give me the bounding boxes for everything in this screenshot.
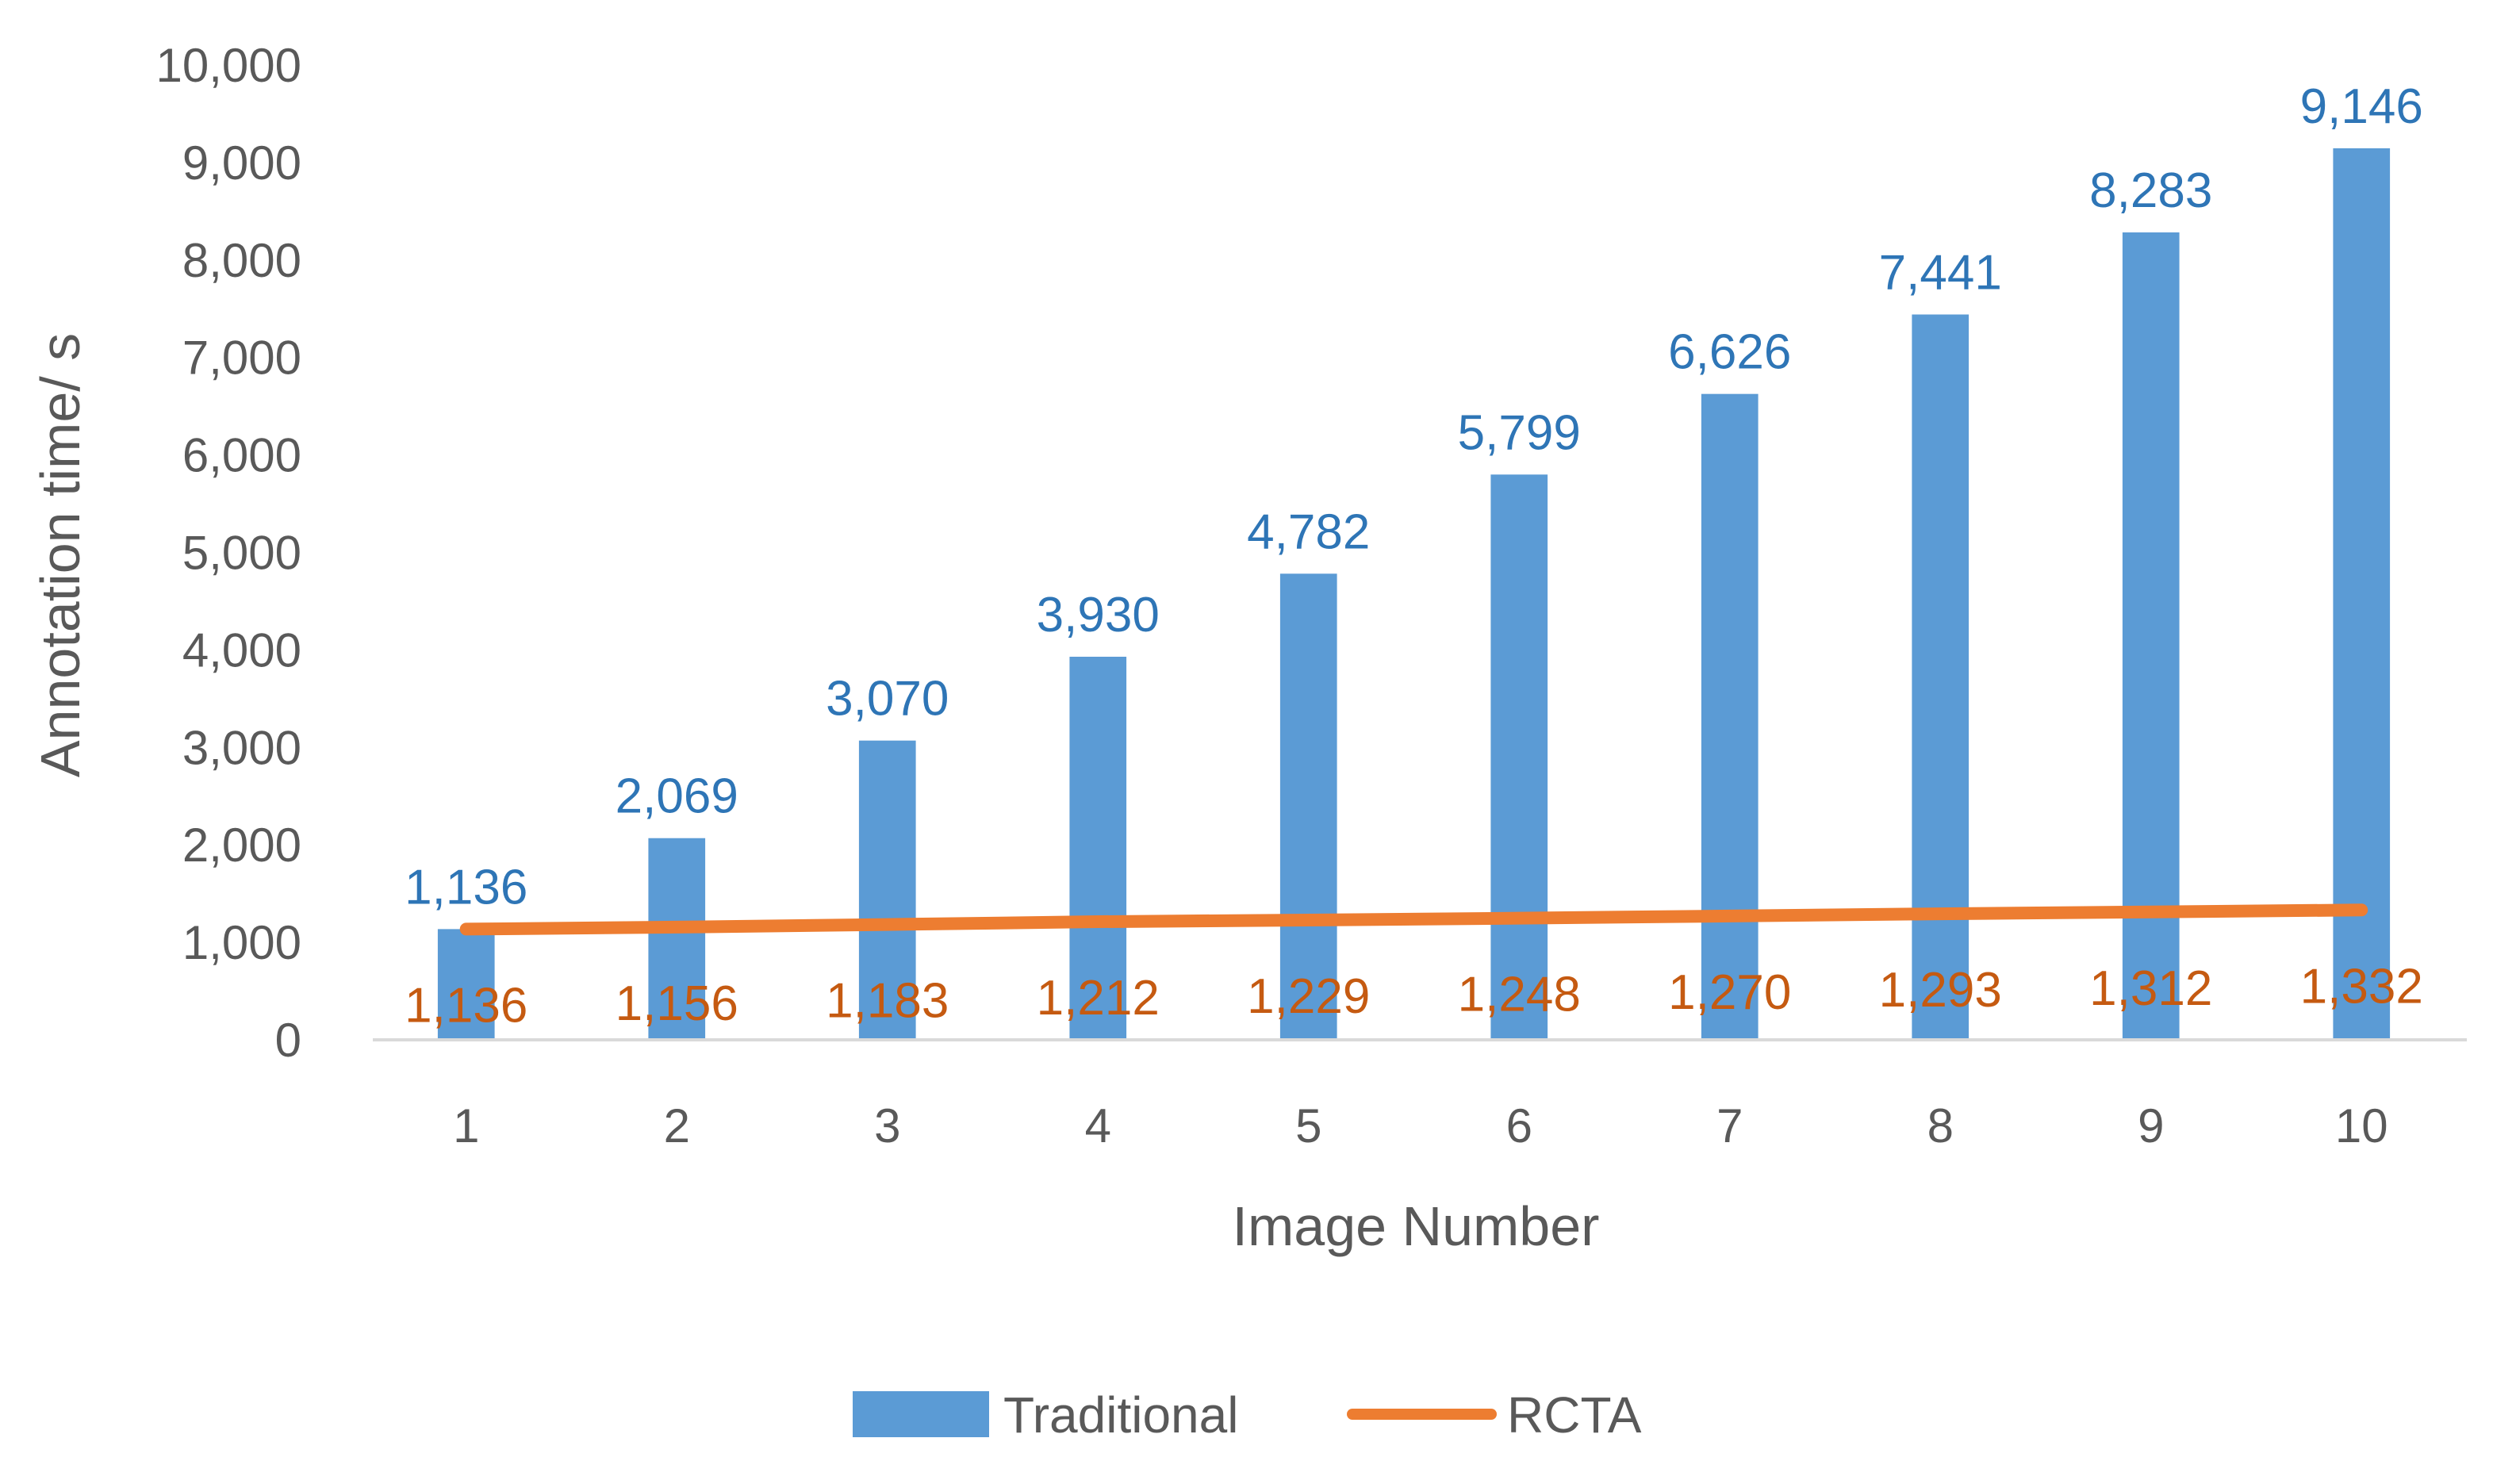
x-tick-label: 1 [453,1099,479,1152]
bar-traditional [1912,314,1969,1040]
y-tick-label: 8,000 [182,234,301,287]
data-label-traditional: 4,782 [1247,504,1370,559]
y-axis-title: Annotation time/ s [29,333,91,777]
data-label-rcta: 1,332 [2300,959,2423,1014]
data-label-traditional: 3,930 [1037,588,1160,642]
data-label-rcta: 1,312 [2089,961,2212,1016]
data-label-traditional: 6,626 [1668,325,1791,380]
x-tick-label: 10 [2335,1099,2388,1152]
y-tick-label: 1,000 [182,916,301,969]
data-label-rcta: 1,156 [616,976,738,1031]
legend: Traditional RCTA [853,1386,1642,1444]
y-tick-label: 2,000 [182,819,301,872]
line-layer [459,903,2368,936]
data-label-rcta: 1,293 [1879,963,2002,1018]
x-tick-label: 2 [664,1099,690,1152]
x-tick-label: 5 [1295,1099,1321,1152]
y-tick-label: 6,000 [182,429,301,482]
x-axis-title: Image Number [1233,1195,1600,1257]
data-label-traditional: 8,283 [2089,163,2212,218]
x-tick-label: 9 [2138,1099,2164,1152]
bar-traditional [437,929,495,1040]
data-labels: 1,136 2,069 3,070 3,930 4,782 5,799 6,626 7,441… [405,79,2423,1033]
data-label-traditional: 3,070 [826,672,949,727]
y-tick-label: 5,000 [182,527,301,580]
bar-traditional [1701,393,1759,1040]
y-tick-label: 0 [275,1014,301,1067]
legend-label-traditional: Traditional [1003,1386,1238,1444]
bar-traditional [1279,573,1337,1040]
data-label-rcta: 1,248 [1458,968,1581,1022]
data-label-traditional: 5,799 [1458,405,1581,460]
y-axis-ticks: 0 1,000 2,000 3,000 4,000 5,000 6,000 7,000 8,00… [155,39,301,1067]
data-label-rcta: 1,229 [1247,969,1370,1024]
x-tick-label: 4 [1085,1099,1111,1152]
data-label-traditional: 7,441 [1879,246,2002,301]
data-label-rcta: 1,136 [405,978,527,1033]
legend-label-rcta: RCTA [1507,1386,1642,1444]
bar-traditional [1069,657,1127,1040]
data-label-rcta: 1,212 [1037,971,1160,1026]
line-rcta [459,903,2368,936]
legend-swatch-traditional [853,1391,989,1437]
y-tick-label: 3,000 [182,721,301,774]
data-label-traditional: 1,136 [405,860,527,915]
y-tick-label: 9,000 [182,136,301,190]
x-axis-ticks: 1 2 3 4 5 6 7 8 9 10 [453,1099,2388,1152]
bar-traditional [858,740,916,1040]
data-label-traditional: 9,146 [2300,79,2423,134]
bar-traditional [648,838,706,1040]
bar-traditional [1490,474,1548,1040]
x-tick-label: 3 [874,1099,900,1152]
x-tick-label: 8 [1927,1099,1954,1152]
bar-traditional [2122,232,2180,1040]
x-tick-label: 7 [1716,1099,1743,1152]
data-label-rcta: 1,183 [826,974,949,1029]
data-label-rcta: 1,270 [1668,965,1791,1020]
y-tick-label: 4,000 [182,623,301,677]
data-label-traditional: 2,069 [616,769,738,824]
x-tick-label: 6 [1506,1099,1532,1152]
y-tick-label: 10,000 [155,39,301,92]
y-tick-label: 7,000 [182,332,301,385]
bar-traditional [2333,148,2391,1041]
